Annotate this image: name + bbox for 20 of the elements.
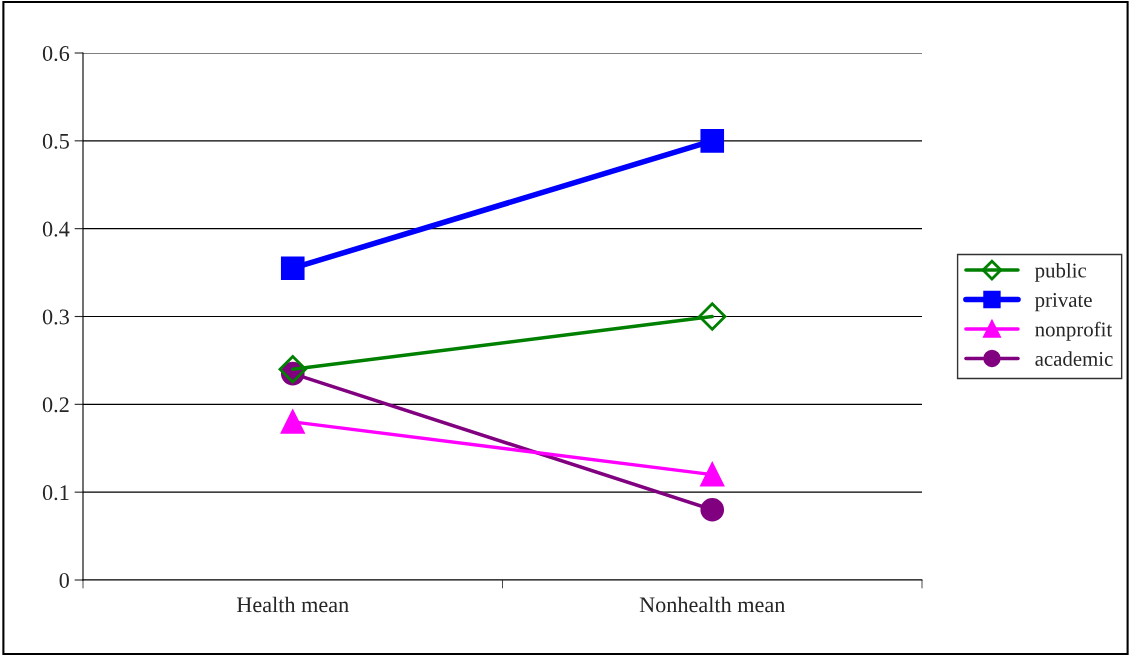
point xyxy=(280,410,305,434)
x-tick-label: Health mean xyxy=(236,596,349,613)
legend-label: academic xyxy=(1035,351,1113,366)
point xyxy=(700,462,725,487)
y-tick-label: 0.2 xyxy=(42,397,69,413)
point xyxy=(700,497,725,522)
point xyxy=(700,129,725,153)
legend-label: nonprofit xyxy=(1035,321,1113,341)
legend-label: public xyxy=(1035,262,1087,282)
y-tick-label: 0 xyxy=(59,572,69,588)
y-tick-label: 0.6 xyxy=(42,45,70,62)
point xyxy=(280,256,305,280)
point xyxy=(278,355,307,384)
legend-label: private xyxy=(1035,293,1092,312)
point xyxy=(698,302,727,331)
y-tick-label: 0.4 xyxy=(42,221,70,237)
y-tick-label: 0.5 xyxy=(42,133,69,149)
y-tick-label: 0.1 xyxy=(42,485,69,501)
y-tick-label: 0.3 xyxy=(42,309,69,325)
x-tick-label: Nonhealth mean xyxy=(639,596,786,613)
